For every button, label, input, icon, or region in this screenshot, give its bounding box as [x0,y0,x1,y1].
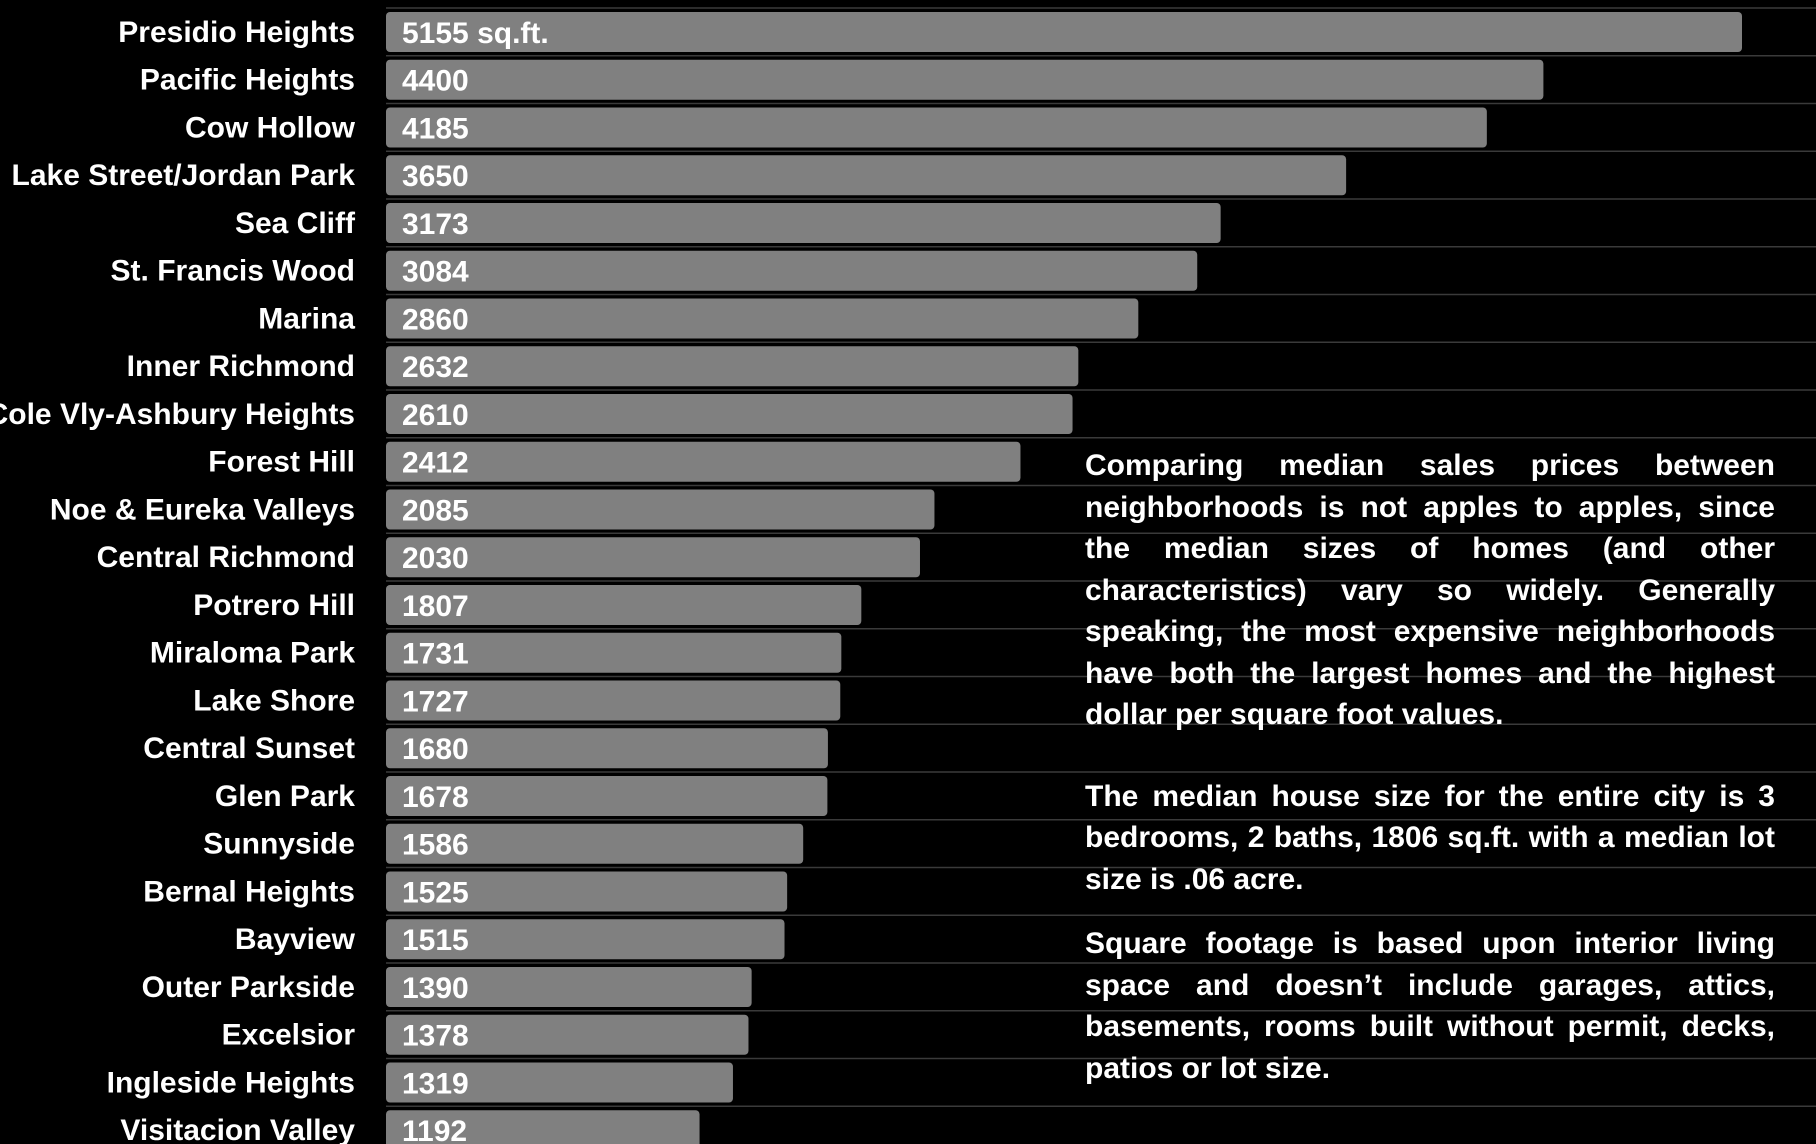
bar [386,12,1742,52]
category-label: Lake Shore [193,684,355,717]
bar [386,537,920,578]
category-label: Central Richmond [97,541,355,574]
note-paragraph-3: Square footage is based upon interior li… [1085,927,1775,1085]
category-label: Excelsior [222,1019,356,1052]
data-label: 5155 sq.ft. [402,17,549,50]
bar [386,871,788,912]
bar [386,107,1487,148]
bar [386,967,752,1007]
data-label: 1727 [402,685,469,718]
bar [386,919,785,960]
data-label: 1807 [402,590,469,623]
bar [386,1014,749,1055]
category-label: Pacific Heights [140,64,355,97]
bar [386,1062,733,1103]
notes-panel: Comparing median sales prices between ne… [1085,445,1775,1089]
data-label: 1378 [402,1020,469,1053]
data-label: 3173 [402,208,469,241]
bar [386,155,1347,196]
bar [386,346,1079,387]
category-label: Cow Hollow [185,111,356,144]
category-label: Inner Richmond [127,350,355,383]
bar [386,823,804,864]
bar [386,394,1073,434]
label-layer: Presidio Heights 5155 sq.ft. Pacific Heigh… [0,16,549,1144]
bar [386,250,1198,291]
data-label: 1680 [402,733,469,766]
data-label: 2610 [402,399,469,432]
data-label: 3084 [402,256,469,289]
data-label: 1515 [402,924,469,957]
data-label: 1192 [402,1115,467,1144]
data-label: 4400 [402,65,469,98]
category-label: Noe & Eureka Valleys [50,493,355,526]
category-label: Glen Park [215,780,355,813]
data-label: 1390 [402,972,469,1005]
data-label: 3650 [402,160,469,193]
category-label: Potrero Hill [193,589,355,622]
bar-layer [386,12,1742,1144]
data-label: 4185 [402,112,469,145]
bar [386,585,862,625]
bar [386,680,841,721]
data-label: 2085 [402,494,469,527]
bar [386,728,828,769]
bar [386,59,1544,100]
category-label: Lake Street/Jordan Park [12,159,356,192]
category-label: Visitacion Valley [120,1114,355,1144]
category-label: Central Sunset [143,732,355,765]
bar [386,776,828,816]
category-label: Bernal Heights [143,875,355,908]
bar [386,441,1021,482]
category-label: Ingleside Heights [107,1066,355,1099]
data-label: 1319 [402,1067,469,1100]
category-label: Miraloma Park [150,637,355,670]
data-label: 2860 [402,303,469,336]
category-label: St. Francis Wood [111,255,355,288]
category-label: Sea Cliff [235,207,356,240]
data-label: 1731 [402,638,469,671]
data-label: 1678 [402,781,469,814]
category-label: Marina [258,302,355,335]
bar [386,298,1139,339]
category-label: Sunnyside [203,828,355,861]
note-paragraph-2: The median house size for the entire cit… [1085,779,1775,896]
data-label: 2632 [402,351,469,384]
bar [386,632,842,673]
bar [386,203,1221,243]
category-label: Outer Parkside [142,971,355,1004]
grid-layer [386,7,1816,1107]
category-label: Bayview [235,923,356,956]
data-label: 2030 [402,542,469,575]
data-label: 1586 [402,829,469,862]
category-label: Forest Hill [208,446,355,479]
bar [386,489,935,530]
data-label: 2412 [402,447,469,480]
category-label: Cole Vly-Ashbury Heights [0,398,355,431]
bar [386,1110,700,1144]
category-label: Presidio Heights [118,16,355,49]
data-label: 1525 [402,876,469,909]
note-paragraph-1: Comparing median sales prices between ne… [1085,449,1775,731]
